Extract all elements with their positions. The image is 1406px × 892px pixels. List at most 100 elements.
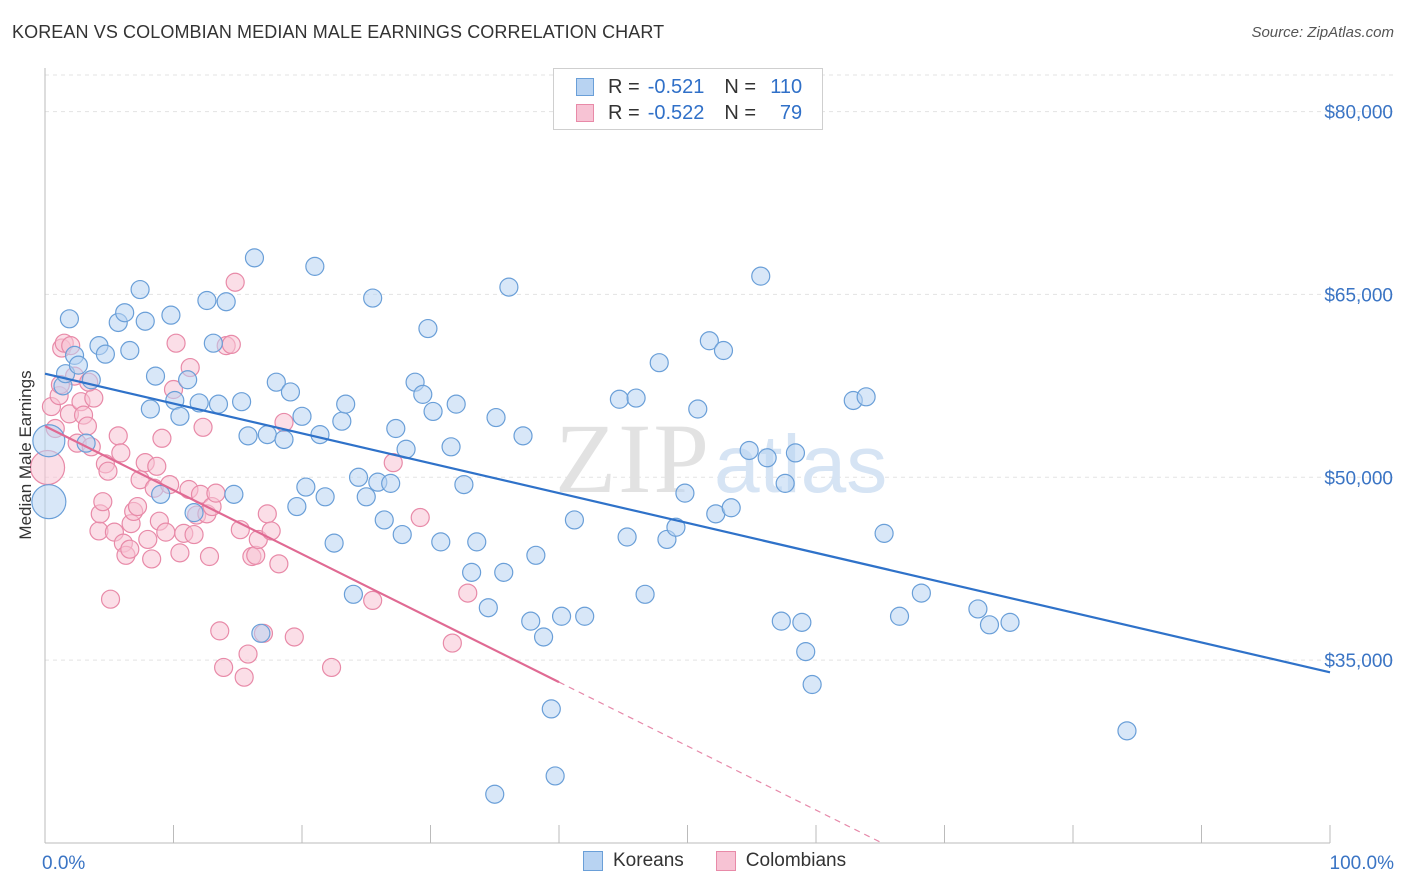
korean-point: [32, 424, 66, 458]
koreans-n-value: 110: [770, 75, 803, 98]
korean-point: [315, 487, 335, 507]
korean-point: [310, 425, 330, 445]
korean-point: [968, 599, 988, 619]
korean-point: [751, 266, 771, 286]
korean-point: [785, 443, 806, 463]
korean-point: [287, 496, 307, 517]
korean-point: [31, 484, 67, 520]
korean-point: [699, 331, 719, 351]
korean-point: [462, 562, 482, 582]
colombian-point: [442, 633, 462, 653]
colombian-point: [184, 524, 204, 545]
korean-point: [208, 394, 229, 414]
korean-point: [68, 355, 89, 375]
korean-point: [296, 477, 316, 497]
korean-point: [441, 437, 461, 457]
colombians-n-value: 79: [779, 101, 803, 124]
watermark-atlas: atlas: [714, 419, 887, 510]
y-axis-label: Median Male Earnings: [16, 370, 35, 539]
trend-lines: [44, 372, 1331, 844]
colombian-point: [93, 492, 113, 512]
korean-point: [739, 440, 759, 461]
korean-point: [911, 583, 931, 603]
korean-point: [889, 606, 910, 626]
korean-point: [467, 532, 487, 552]
korean-point: [688, 399, 708, 419]
colombians-points: [29, 272, 478, 687]
korean-point: [115, 303, 135, 323]
korean-point: [675, 483, 695, 503]
korean-point: [251, 623, 271, 643]
colombian-point: [170, 543, 190, 563]
koreans-legend-label: Koreans: [613, 850, 684, 871]
korean-point: [609, 389, 629, 409]
korean-point: [796, 642, 816, 662]
colombian-point: [284, 627, 304, 647]
legend-item-koreans: Koreans: [583, 850, 684, 872]
korean-point: [541, 699, 561, 719]
colombian-point: [147, 456, 167, 476]
korean-point: [635, 584, 655, 604]
korean-point: [545, 766, 565, 786]
colombian-point: [199, 546, 220, 567]
colombians-trend-line: [44, 425, 560, 684]
colombian-point: [257, 504, 277, 524]
colombian-point: [269, 554, 289, 574]
korean-point: [802, 674, 822, 695]
y-tick-label: $65,000: [1324, 285, 1393, 306]
korean-point: [1000, 612, 1020, 632]
korean-point: [649, 353, 669, 373]
colombians-r-label: R =: [608, 101, 640, 124]
korean-point: [1117, 721, 1137, 741]
korean-point: [626, 388, 646, 408]
colombian-point: [363, 590, 383, 611]
koreans-n-label: N =: [724, 75, 757, 98]
korean-point: [348, 467, 369, 487]
korean-point: [165, 390, 185, 411]
y-tick-labels: $35,000 $50,000 $65,000 $80,000: [1324, 103, 1393, 673]
korean-point: [713, 340, 734, 361]
colombian-point: [138, 529, 158, 550]
korean-point: [526, 545, 546, 565]
korean-point: [392, 524, 412, 545]
korean-point: [305, 256, 325, 276]
korean-point: [266, 372, 286, 392]
colombian-point: [152, 428, 172, 448]
korean-point: [332, 411, 352, 431]
korean-point: [575, 606, 595, 626]
korean-point: [454, 475, 474, 495]
colombian-point: [120, 539, 140, 559]
korean-point: [343, 584, 363, 604]
koreans-points: [31, 248, 1137, 804]
korean-point: [257, 425, 277, 445]
colombian-point: [111, 443, 131, 463]
korean-point: [363, 288, 383, 308]
korean-point: [244, 248, 265, 268]
colombian-point: [156, 522, 176, 542]
korean-point: [499, 277, 519, 297]
y-tick-label: $50,000: [1324, 468, 1393, 489]
korean-point: [356, 487, 376, 507]
colombian-point: [221, 334, 241, 355]
korean-point: [792, 612, 812, 632]
korean-point: [874, 523, 894, 543]
korean-point: [292, 406, 312, 426]
colombian-point: [100, 589, 121, 609]
korean-point: [203, 333, 223, 353]
koreans-swatch: [576, 78, 594, 96]
legend-item-colombians: Colombians: [715, 850, 846, 872]
korean-point: [130, 279, 150, 300]
colombians-n-label: N =: [724, 101, 757, 124]
korean-point: [381, 473, 401, 493]
korean-point: [216, 292, 236, 312]
korean-point: [178, 370, 198, 390]
korean-point: [324, 533, 344, 553]
korean-point: [374, 510, 394, 530]
korean-point: [145, 366, 166, 386]
colombian-point: [77, 416, 98, 436]
korean-point: [856, 387, 876, 407]
colombian-point: [234, 667, 254, 687]
legend-row-colombians: R = -0.522 N = 79: [576, 101, 802, 125]
korean-point: [184, 503, 204, 523]
